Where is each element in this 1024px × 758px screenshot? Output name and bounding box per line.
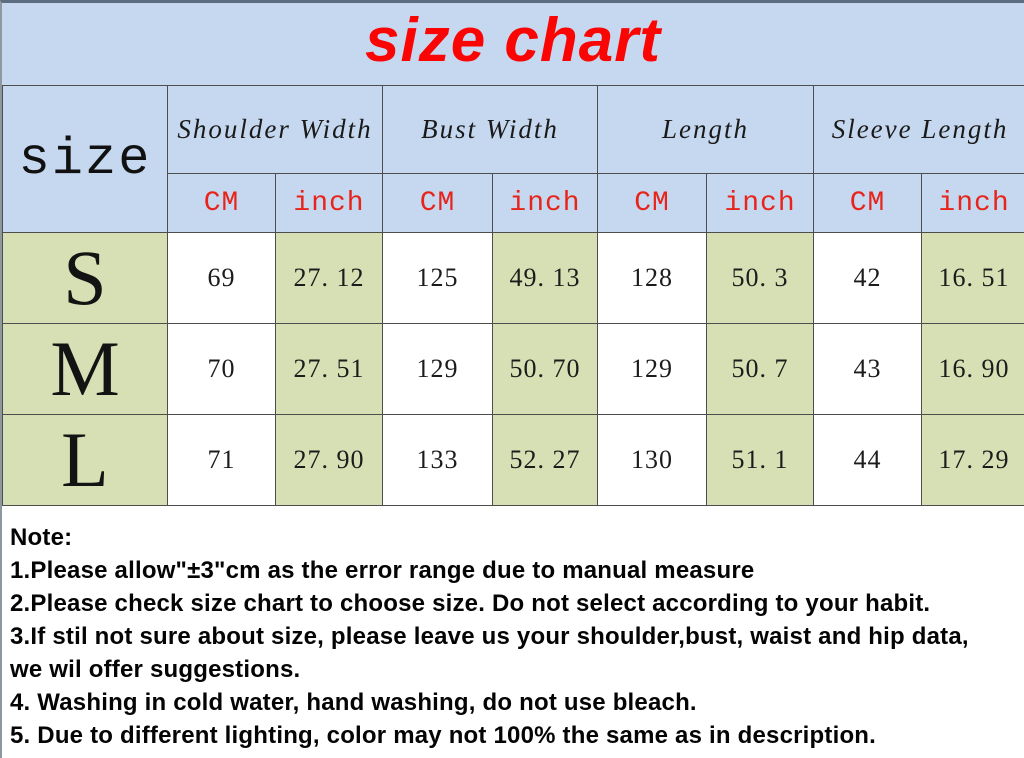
- group-header-length: Length: [597, 85, 815, 174]
- size-table: size Shoulder Width Bust Width Length Sl…: [2, 85, 1024, 506]
- note-line-2: 2.Please check size chart to choose size…: [10, 590, 931, 617]
- note-line-3: 3.If stil not sure about size, please le…: [10, 623, 969, 650]
- notes-section: Note: 1.Please allow"±3"cm as the error …: [2, 506, 1024, 752]
- size-label-cell: S: [2, 232, 168, 324]
- value-cell: 69: [167, 232, 276, 324]
- unit-header-cell: inch: [275, 173, 383, 233]
- value-cell: 133: [382, 414, 493, 506]
- note-line-4: 4. Washing in cold water, hand washing, …: [10, 689, 697, 716]
- value-cell: 130: [597, 414, 708, 506]
- unit-header-cell: inch: [706, 173, 815, 233]
- value-cell: 17. 29: [921, 414, 1024, 506]
- value-cell: 49. 13: [491, 232, 599, 324]
- value-cell: 42: [813, 232, 923, 324]
- unit-header-cell: inch: [491, 173, 599, 233]
- unit-header-cell: CM: [167, 173, 276, 233]
- group-header-bust-width: Bust Width: [381, 85, 599, 174]
- size-chart-banner: size chart: [2, 3, 1024, 85]
- value-cell: 128: [597, 232, 708, 324]
- table-row-size-m: M 70 27. 51 129 50. 70 129 50. 7 43 16. …: [2, 323, 1024, 415]
- unit-header-row: CM inch CM inch CM inch CM inch: [3, 173, 1024, 233]
- unit-header-cell: CM: [382, 173, 493, 233]
- value-cell: 71: [167, 414, 276, 506]
- value-cell: 70: [167, 323, 276, 415]
- size-label-cell: L: [2, 414, 168, 506]
- value-cell: 51. 1: [706, 414, 815, 506]
- value-cell: 16. 51: [921, 232, 1024, 324]
- unit-header-cell: inch: [921, 173, 1024, 233]
- value-cell: 44: [813, 414, 923, 506]
- value-cell: 50. 7: [706, 323, 815, 415]
- page-title: size chart: [364, 6, 662, 75]
- value-cell: 27. 51: [275, 323, 383, 415]
- unit-header-cell: CM: [597, 173, 708, 233]
- group-header-shoulder-width: Shoulder Width: [167, 85, 383, 174]
- value-cell: 129: [382, 323, 493, 415]
- group-header-sleeve-length: Sleeve Length: [813, 85, 1024, 174]
- value-cell: 27. 90: [275, 414, 383, 506]
- size-corner-header: size: [2, 85, 168, 233]
- note-line-1: 1.Please allow"±3"cm as the error range …: [10, 557, 755, 584]
- unit-header-cell: CM: [813, 173, 923, 233]
- table-row-size-s: S 69 27. 12 125 49. 13 128 50. 3 42 16. …: [2, 232, 1024, 324]
- note-line-5: 5. Due to different lighting, color may …: [10, 722, 877, 749]
- table-row-size-l: L 71 27. 90 133 52. 27 130 51. 1 44 17. …: [2, 414, 1024, 506]
- value-cell: 27. 12: [275, 232, 383, 324]
- value-cell: 16. 90: [921, 323, 1024, 415]
- size-label-cell: M: [2, 323, 168, 415]
- group-header-row: size Shoulder Width Bust Width Length Sl…: [2, 85, 1024, 233]
- value-cell: 50. 70: [491, 323, 599, 415]
- value-cell: 125: [382, 232, 493, 324]
- value-cell: 52. 27: [491, 414, 599, 506]
- note-line-3-continued: we wil offer suggestions.: [10, 656, 301, 683]
- notes-heading: Note:: [10, 524, 73, 551]
- value-cell: 50. 3: [706, 232, 815, 324]
- value-cell: 129: [597, 323, 708, 415]
- value-cell: 43: [813, 323, 923, 415]
